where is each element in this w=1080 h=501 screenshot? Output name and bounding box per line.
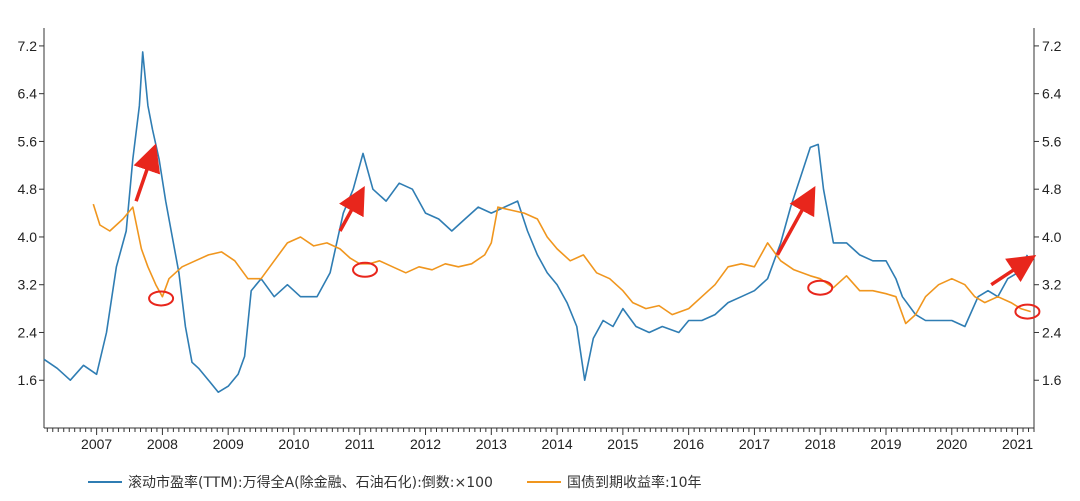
left-y-tick-label: 7.2: [18, 38, 38, 54]
x-tick-label: 2015: [607, 436, 638, 452]
right-y-tick-label: 3.2: [1042, 277, 1062, 293]
x-tick-label: 2016: [673, 436, 704, 452]
right-y-tick-label: 5.6: [1042, 133, 1062, 149]
x-tick-label: 2013: [476, 436, 507, 452]
left-y-tick-label: 2.4: [18, 324, 38, 340]
legend-label-pe-yield: 滚动市盈率(TTM):万得全A(除金融、石油石化):倒数:×100: [128, 475, 493, 491]
red-arrow-annotation: [338, 185, 365, 232]
red-circle-annotation: [148, 290, 175, 307]
right-y-tick-label: 4.0: [1042, 229, 1062, 245]
right-y-tick-label: 6.4: [1042, 86, 1062, 102]
x-tick-label: 2020: [936, 436, 967, 452]
x-tick-label: 2011: [345, 436, 375, 452]
x-tick-label: 2018: [805, 436, 836, 452]
x-tick-label: 2012: [410, 436, 441, 452]
x-tick-label: 2021: [1002, 436, 1033, 452]
x-tick-label: 2019: [870, 436, 901, 452]
x-axis: 2007 2008 2009 2010 2011 2012 2013 2014 2015 2016…: [46, 428, 1035, 452]
x-tick-label: 2010: [278, 436, 309, 452]
right-y-tick-label: 4.8: [1042, 181, 1062, 197]
x-tick-label: 2008: [147, 436, 178, 452]
red-circle-annotation: [352, 261, 379, 278]
red-arrow-annotation: [133, 143, 161, 202]
legend-item-pe-yield: 滚动市盈率(TTM):万得全A(除金融、石油石化):倒数:×100: [88, 472, 493, 492]
right-y-tick-label: 2.4: [1042, 324, 1062, 340]
left-y-tick-label: 5.6: [18, 133, 38, 149]
left-y-axis: 1.6 2.4 3.2 4.0 4.8 5.6 6.4 7.2: [18, 38, 44, 388]
right-y-tick-label: 7.2: [1042, 38, 1062, 54]
red-arrow-annotation: [775, 185, 816, 256]
legend-item-bond-yield: 国债到期收益率:10年: [526, 472, 702, 492]
left-y-tick-label: 4.8: [18, 181, 38, 197]
red-circle-annotation: [1014, 303, 1041, 320]
red-arrow-annotation: [990, 255, 1037, 287]
x-tick-label: 2009: [213, 436, 244, 452]
left-y-tick-label: 3.2: [18, 277, 38, 293]
series-lines: [43, 51, 1031, 393]
legend-swatch-blue: [88, 481, 122, 483]
x-tick-label: 2014: [542, 436, 573, 452]
right-y-axis: 1.6 2.4 3.2 4.0 4.8 5.6 6.4 7.2: [1034, 38, 1062, 388]
legend: 滚动市盈率(TTM):万得全A(除金融、石油石化):倒数:×100 国债到期收益…: [88, 470, 736, 494]
left-y-tick-label: 4.0: [18, 229, 38, 245]
axes: [43, 28, 1035, 429]
right-y-tick-label: 1.6: [1042, 372, 1062, 388]
series-line-bond-yield: [92, 203, 1031, 325]
annotations: [133, 143, 1041, 320]
legend-label-bond-yield: 国债到期收益率:10年: [566, 475, 702, 491]
legend-swatch-orange: [526, 481, 561, 483]
series-line-pe-yield: [43, 51, 1029, 393]
left-y-tick-label: 1.6: [18, 372, 38, 388]
x-tick-label: 2017: [739, 436, 770, 452]
red-circle-annotation: [807, 279, 834, 296]
x-tick-label: 2007: [81, 436, 112, 452]
left-y-tick-label: 6.4: [18, 86, 38, 102]
